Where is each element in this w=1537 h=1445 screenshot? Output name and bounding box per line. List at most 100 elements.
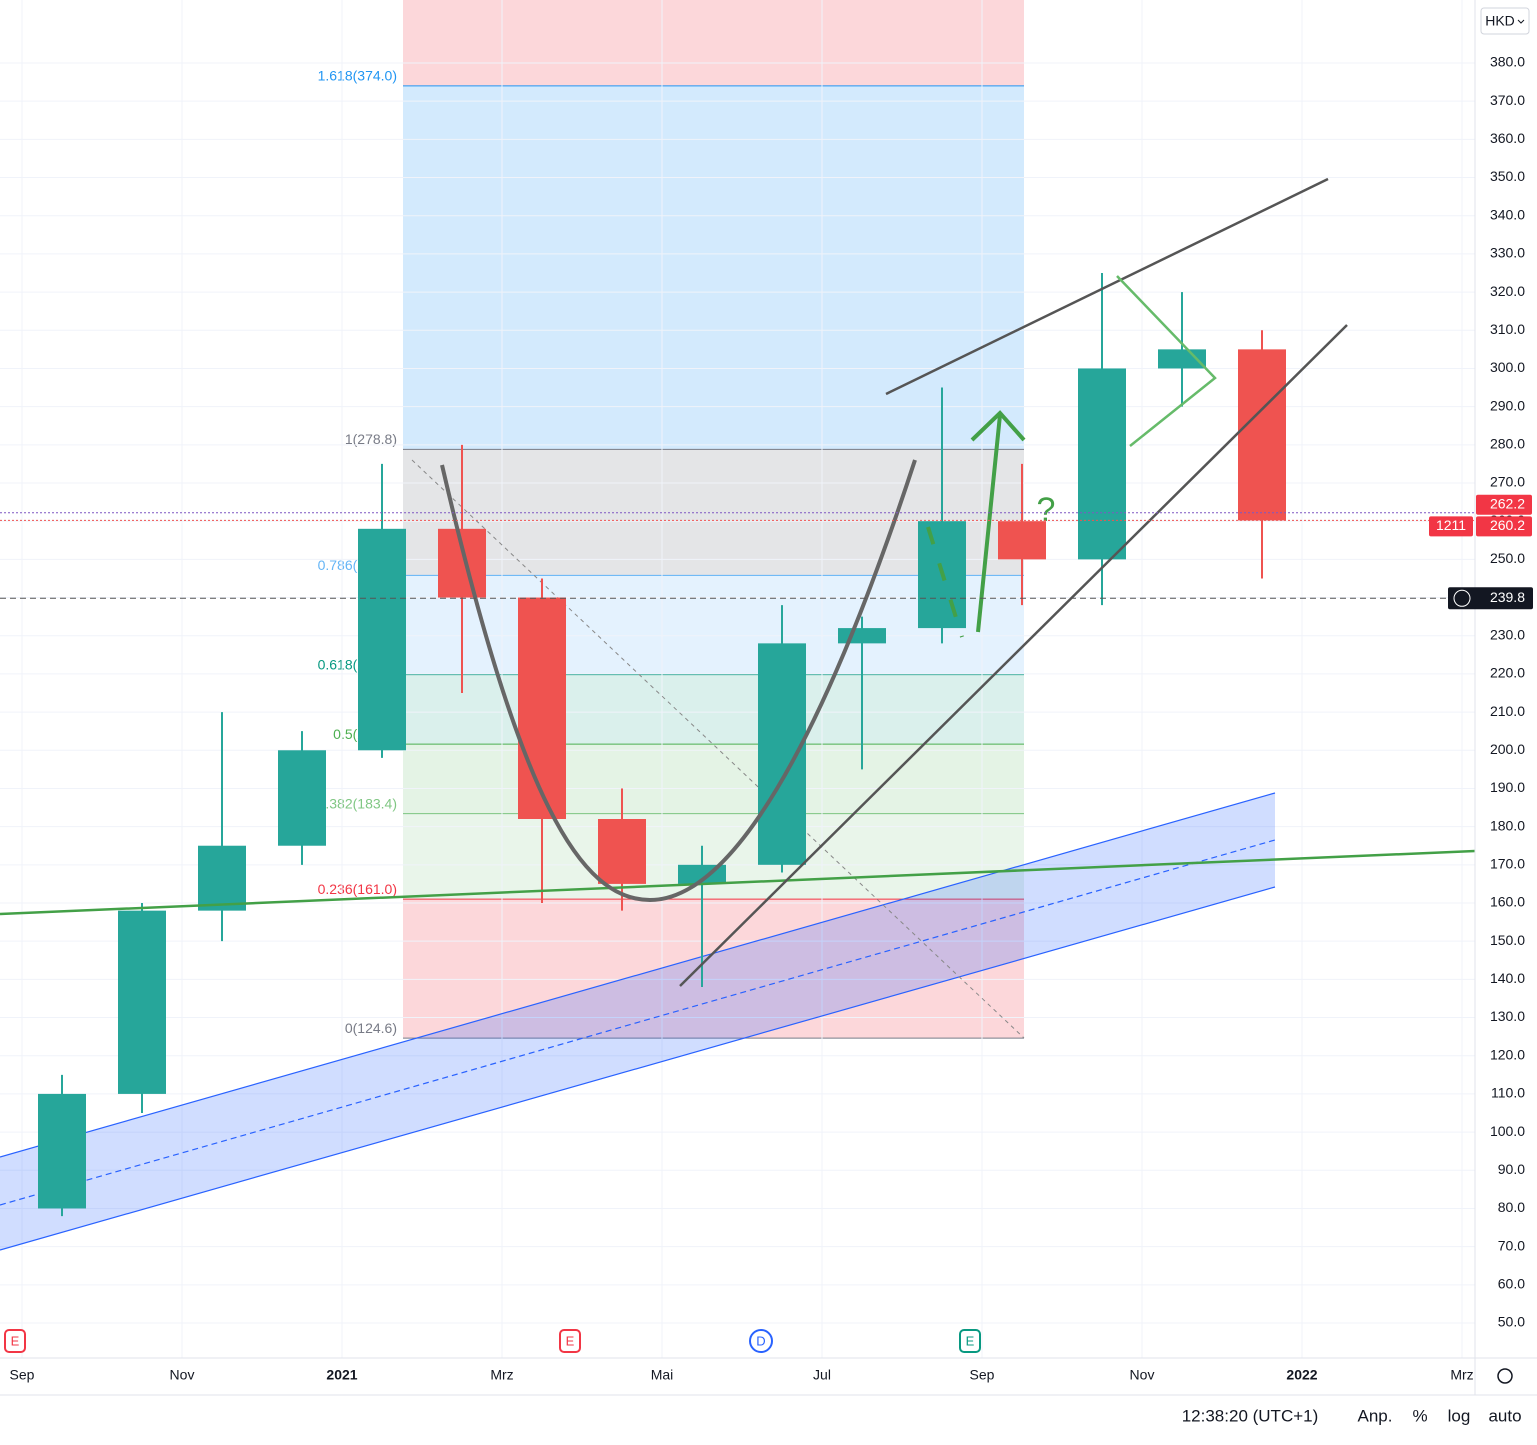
candle-body	[518, 597, 566, 819]
channel-lower	[0, 886, 1276, 1251]
x-tick-label: 2021	[326, 1367, 357, 1383]
y-tick-label: 330.0	[1490, 245, 1525, 261]
event-label: E	[966, 1333, 975, 1348]
symbol-label: 1211	[1436, 517, 1466, 533]
y-tick-label: 320.0	[1490, 283, 1525, 299]
candle-body	[38, 1093, 86, 1209]
x-tick-label: Mai	[651, 1367, 674, 1383]
trend-lower	[679, 324, 1348, 987]
channel-mid	[0, 839, 1276, 1206]
channel-fill	[0, 793, 1275, 1250]
candle-body	[838, 628, 886, 644]
y-tick-label: 340.0	[1490, 206, 1525, 222]
add-icon[interactable]	[1453, 589, 1471, 607]
y-tick-label: 80.0	[1498, 1199, 1525, 1215]
currency-button[interactable]	[1480, 7, 1530, 35]
crosshair-badge	[1448, 587, 1533, 610]
status-button[interactable]: log	[1448, 1406, 1471, 1425]
y-tick-label: 170.0	[1490, 856, 1525, 872]
fib-label: 1(278.8)	[345, 431, 397, 447]
chevron	[1517, 19, 1525, 24]
fib-zones: 1.618(374.0)1(278.8)0.786(245.8)0.618(21…	[318, 0, 1024, 1039]
y-tick-label: 360.0	[1490, 130, 1525, 146]
x-tick-label: Sep	[10, 1367, 35, 1383]
y-tick-label: 280.0	[1490, 436, 1525, 452]
candles	[38, 273, 1286, 1217]
y-tick-label: 380.0	[1490, 54, 1525, 70]
drawings	[0, 459, 1276, 1251]
y-tick-label: 140.0	[1490, 970, 1525, 986]
y-tick-label: 230.0	[1490, 626, 1525, 642]
price-badge-label: 262.2	[1490, 495, 1525, 511]
event-marker[interactable]	[749, 1329, 773, 1353]
y-tick-label: 210.0	[1490, 703, 1525, 719]
y-tick-label: 300.0	[1490, 359, 1525, 375]
y-tick-label: 60.0	[1498, 1276, 1525, 1292]
support-line	[0, 849, 1476, 916]
y-tick-label: 220.0	[1490, 665, 1525, 681]
status-button[interactable]: auto	[1488, 1406, 1521, 1425]
arrow-shaft	[976, 414, 1002, 633]
fib-zone	[403, 813, 1024, 900]
clock: 12:38:20 (UTC+1)	[1182, 1406, 1319, 1425]
candle-body	[598, 819, 646, 884]
y-tick-label: 150.0	[1490, 932, 1525, 948]
drawings-top: ?	[0, 177, 1476, 987]
x-axis: Sep Nov 2021 Mrz Mai Jul Sep Nov 2022 Mrz	[10, 1367, 1474, 1383]
candle-body	[758, 643, 806, 865]
pennant	[1116, 275, 1217, 447]
trend-upper	[885, 177, 1329, 396]
candle-body	[998, 521, 1046, 560]
symbol-badge	[1429, 516, 1473, 537]
event-marker[interactable]	[559, 1329, 581, 1353]
price-axis	[1475, 0, 1537, 1395]
status-button[interactable]: Anp.	[1358, 1406, 1393, 1425]
candle-body	[358, 528, 406, 751]
fib-label: 0(124.6)	[345, 1020, 397, 1036]
x-tick-label: Sep	[970, 1367, 995, 1383]
candle-body	[198, 845, 246, 911]
crosshair-label: 239.8	[1490, 589, 1525, 605]
fib-zone	[403, 899, 1024, 1039]
fib-zone	[403, 85, 1024, 450]
y-tick-label: 370.0	[1490, 92, 1525, 108]
status-buttons: Anp.% log auto	[1358, 1406, 1522, 1425]
arrow-head	[970, 410, 1026, 442]
y-tick-label: 270.0	[1490, 474, 1525, 490]
fib-zone	[403, 744, 1024, 814]
candle-body	[118, 910, 166, 1094]
y-tick-label: 180.0	[1490, 817, 1525, 833]
currency[interactable]: HKD	[1485, 13, 1515, 29]
event-label: D	[756, 1333, 765, 1348]
settings-icon[interactable]	[1497, 1368, 1513, 1384]
candle-body	[1158, 349, 1206, 369]
y-tick-label: 130.0	[1490, 1008, 1525, 1024]
y-tick-label: 100.0	[1490, 1123, 1525, 1139]
price-badge	[1476, 516, 1532, 537]
y-tick-label: 50.0	[1498, 1314, 1525, 1330]
y-tick-label: 90.0	[1498, 1161, 1525, 1177]
fib-zone	[403, 0, 1024, 86]
fib-zone	[403, 674, 1024, 745]
y-tick-label: 200.0	[1490, 741, 1525, 757]
fib-label: 0.236(161.0)	[318, 881, 397, 897]
fib-label: 0.382(183.4)	[318, 795, 397, 811]
x-tick-label: 2022	[1286, 1367, 1317, 1383]
fib-label: 1.618(374.0)	[318, 68, 397, 84]
channel-upper	[0, 792, 1276, 1158]
y-tick-label: 310.0	[1490, 321, 1525, 337]
y-tick-label: 190.0	[1490, 779, 1525, 795]
x-tick-label: Mrz	[1450, 1367, 1473, 1383]
status-button[interactable]: %	[1412, 1406, 1427, 1425]
x-tick-label: Jul	[813, 1367, 831, 1383]
price-badge	[1476, 494, 1532, 515]
cup-arc	[440, 459, 917, 903]
price-badge-label: 260.2	[1490, 517, 1525, 533]
y-tick-label: 290.0	[1490, 397, 1525, 413]
event-marker[interactable]	[4, 1329, 26, 1353]
x-tick-label: Mrz	[490, 1367, 513, 1383]
event-marker[interactable]	[959, 1329, 981, 1353]
annotation: ?	[1037, 491, 1056, 529]
